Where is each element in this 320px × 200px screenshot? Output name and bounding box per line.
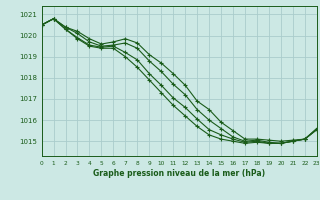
X-axis label: Graphe pression niveau de la mer (hPa): Graphe pression niveau de la mer (hPa)	[93, 169, 265, 178]
